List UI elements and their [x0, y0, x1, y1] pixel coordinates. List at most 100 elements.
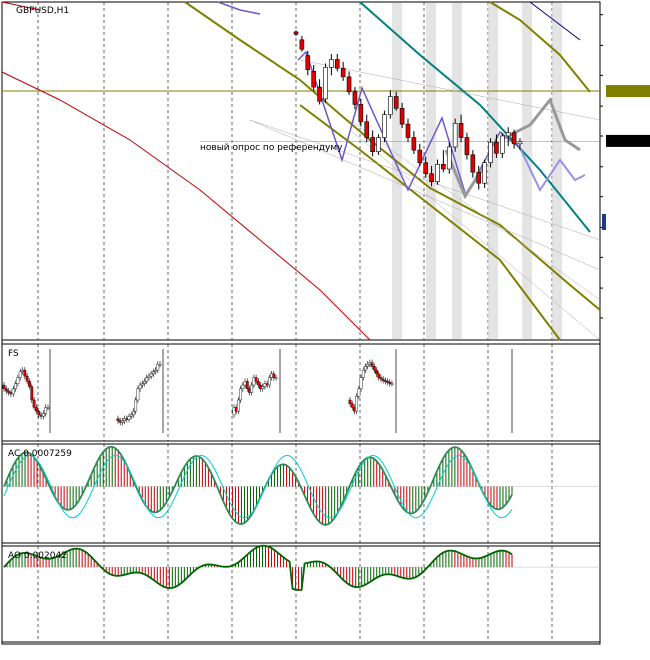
red-curve-lower [1, 71, 371, 341]
shaded-zone [426, 3, 436, 339]
fs-candle-body [30, 386, 34, 401]
fs-candle-body [359, 377, 363, 389]
ac-signal-line [3, 454, 513, 519]
candle-body [511, 132, 517, 145]
projection-purple [519, 147, 586, 193]
candle-body [305, 55, 311, 71]
fan-line [249, 119, 601, 241]
candle-body [393, 96, 399, 109]
fs-candle-body [383, 380, 387, 382]
fan-line [349, 119, 601, 301]
candle-body [329, 59, 334, 68]
candle-body [388, 96, 393, 115]
candle-body [399, 108, 405, 125]
fs-candle-body [41, 413, 45, 417]
fs-candle-body [348, 399, 352, 404]
fs-candle-body [381, 378, 385, 381]
fs-candle-body [138, 384, 142, 389]
fs-candle-body [372, 366, 376, 371]
fs-candle-body [239, 388, 243, 401]
candle-body [405, 123, 411, 138]
candle-body [340, 67, 346, 78]
fs-candle-body [267, 377, 271, 386]
fs-candle-body [149, 373, 153, 377]
candle-body [517, 141, 523, 145]
panel-frame [1, 545, 601, 643]
fs-candle-body [18, 371, 22, 378]
candle-body [464, 137, 470, 156]
fs-candle-body [16, 377, 20, 384]
candle-body [317, 86, 322, 102]
fs-candle-body [2, 384, 6, 389]
fs-candle-body [37, 410, 41, 416]
fs-candle-body [4, 388, 8, 392]
fs-candle-body [121, 420, 124, 423]
fs-candle-body [136, 388, 140, 401]
candle-body [476, 171, 482, 184]
olive-line-top [489, 1, 591, 93]
candle-body [323, 67, 328, 100]
fs-candle-body [140, 383, 144, 386]
candle-body [376, 137, 381, 152]
navy-line [529, 1, 581, 41]
fs-title: FS [8, 349, 19, 359]
purple-wave-top [217, 1, 261, 15]
candle-body [488, 141, 493, 164]
fs-candle-body [245, 381, 249, 389]
fs-candle-body [46, 407, 50, 409]
olive-line-upper [184, 1, 601, 311]
candle-body [293, 31, 299, 35]
fs-candle-body [390, 383, 394, 385]
candle-body [358, 104, 364, 123]
fs-candle-body [237, 399, 240, 412]
candle-body [364, 121, 370, 138]
candle-body [458, 123, 464, 138]
candle-body [482, 162, 487, 184]
fs-candle-body [151, 371, 155, 375]
fs-candle-body [28, 381, 31, 387]
fan-line [349, 129, 601, 341]
fs-candle-body [7, 390, 11, 393]
main-chart-title: GBPUSD,H1 [16, 6, 69, 16]
fs-candle-body [350, 403, 354, 408]
fs-candle-body [158, 363, 162, 366]
candle-body [441, 164, 446, 170]
candle-body [494, 141, 499, 154]
candle-body [370, 137, 375, 152]
fs-candle-body [254, 377, 258, 382]
fs-candle-body [370, 362, 374, 367]
candle-body [446, 146, 452, 170]
fan-line [249, 119, 601, 271]
fs-candle-body [11, 388, 15, 395]
fs-candle-body [355, 396, 359, 412]
panel-frame [1, 443, 601, 544]
current-price-box [606, 134, 650, 147]
candle-body [346, 76, 352, 93]
candle-body [435, 164, 440, 182]
candle-body [382, 114, 387, 138]
ao-line [3, 544, 513, 591]
fs-candle-body [241, 384, 245, 389]
fs-candle-body [379, 377, 383, 380]
fs-candle-body [357, 388, 361, 397]
candle-body [500, 135, 505, 154]
fs-candle-body [366, 363, 370, 367]
fs-candle-body [147, 375, 151, 378]
fs-candle-body [361, 369, 365, 378]
olive-line-lower [299, 104, 561, 341]
level-price-box [606, 85, 650, 98]
fs-candle-body [127, 416, 131, 420]
fs-candle-body [386, 381, 389, 383]
fs-candle-body [261, 386, 265, 389]
fs-candle-body [256, 381, 260, 386]
candle-body [505, 132, 511, 137]
candle-body [452, 123, 458, 148]
shaded-zone [452, 3, 462, 339]
fs-candle-body [134, 399, 138, 412]
panel-frame [1, 343, 601, 442]
annotation-referendum: новый опрос по референдуму [200, 143, 343, 153]
candle-body [352, 91, 358, 105]
shaded-zone [488, 3, 498, 339]
